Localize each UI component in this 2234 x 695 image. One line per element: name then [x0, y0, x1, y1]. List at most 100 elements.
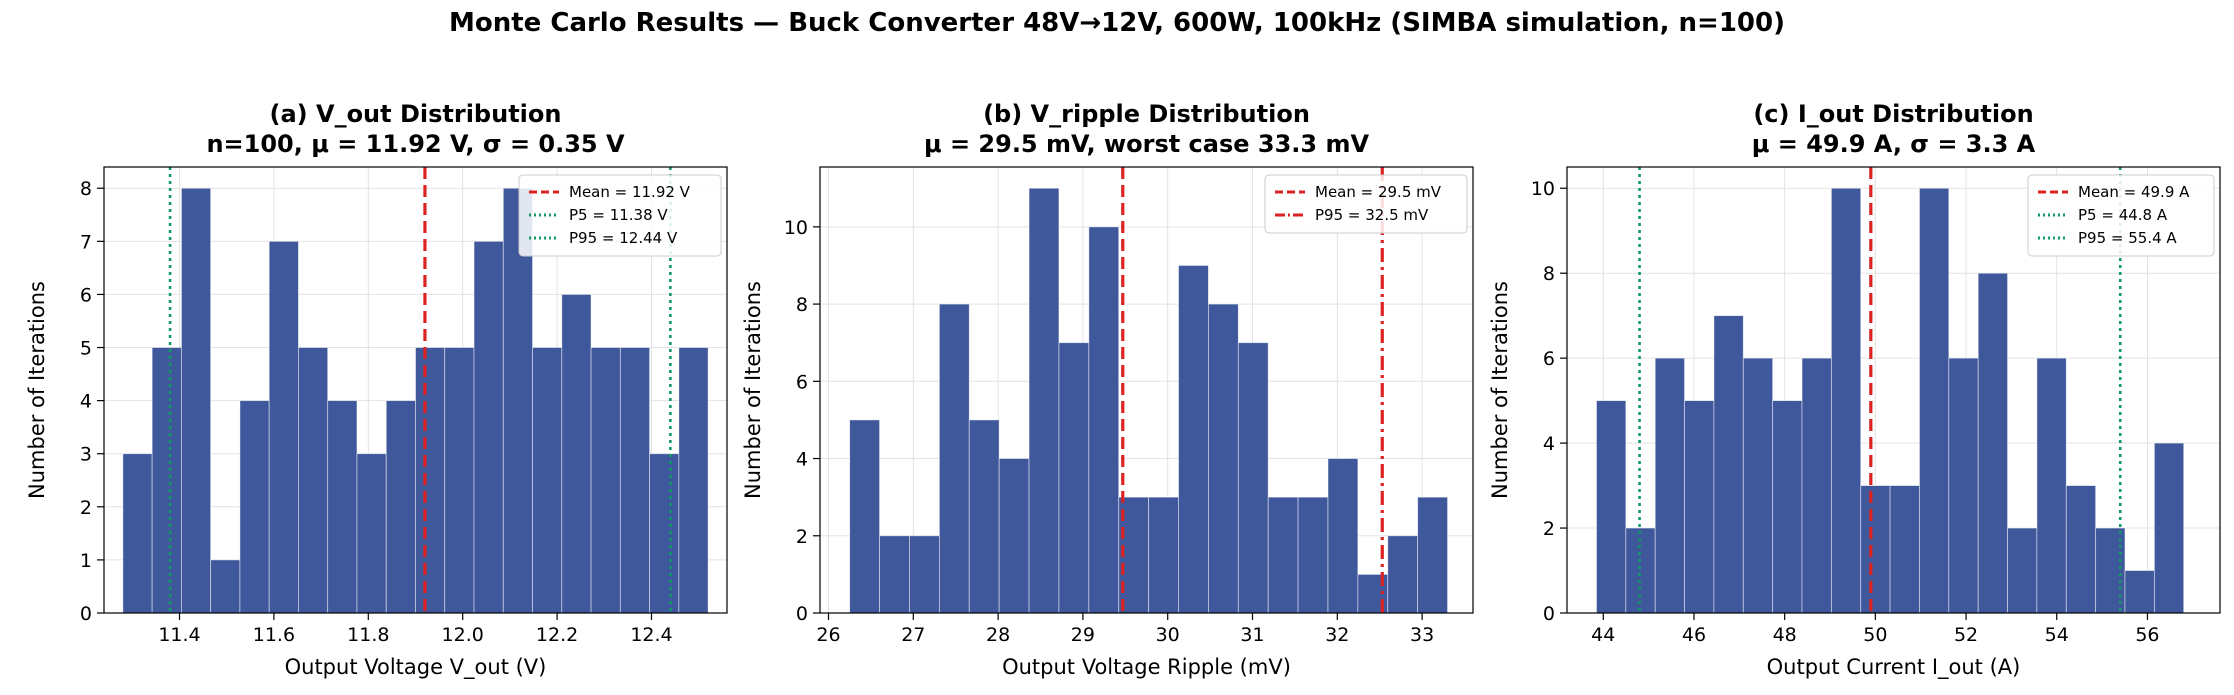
legend-box — [1264, 174, 1468, 234]
histogram-bar — [502, 187, 533, 614]
axes-frame — [1566, 166, 2221, 614]
legend-label-2: P5 = 11.38 V — [569, 206, 668, 224]
histogram-bar — [1058, 342, 1090, 614]
histogram-bar — [1860, 485, 1891, 614]
histogram-bar — [2124, 570, 2155, 614]
legend-label-3: P95 = 12.44 V — [569, 229, 678, 247]
x-tick-label: 12.2 — [536, 624, 578, 646]
histogram-bar — [1417, 496, 1448, 614]
x-tick-label: 54 — [2045, 624, 2069, 646]
histogram-bar — [1297, 496, 1329, 614]
y-tick-label: 0 — [80, 603, 92, 625]
x-tick-label: 29 — [1071, 624, 1095, 646]
histogram-bar — [1028, 187, 1060, 614]
x-axis-label: Output Current I_out (A) — [1767, 655, 2021, 680]
y-tick-label: 8 — [80, 178, 92, 200]
legend-box — [518, 174, 722, 257]
chart-panel-2: 26 27 28 29 30 31 32 33 0 2 4 6 8 10 (b) V_ripple Dist… — [741, 100, 1474, 679]
histogram-bar — [1889, 485, 1920, 614]
histogram-bar — [122, 453, 153, 614]
legend-label-2: P5 = 44.8 A — [2078, 206, 2168, 224]
x-tick-label: 48 — [1773, 624, 1797, 646]
legend-label-2: P95 = 32.5 mV — [1315, 206, 1429, 224]
y-axis-label: Number of Iterations — [25, 281, 49, 499]
x-tick-label: 52 — [1954, 624, 1978, 646]
x-tick-label: 30 — [1156, 624, 1180, 646]
y-axis-label: Number of Iterations — [741, 281, 765, 499]
x-axis-label: Output Voltage Ripple (mV) — [1002, 655, 1291, 679]
x-tick-label: 26 — [816, 624, 840, 646]
histogram-bar — [561, 294, 592, 614]
histogram-bar — [998, 458, 1030, 614]
chart-title-line1: (b) V_ripple Distribution — [983, 100, 1310, 128]
histogram-bar — [239, 400, 270, 614]
histogram-bar — [1327, 458, 1359, 614]
histogram-bar — [2153, 442, 2185, 614]
y-tick-label: 4 — [1543, 433, 1555, 455]
histogram-bar — [1772, 400, 1803, 614]
legend-box — [2027, 174, 2215, 257]
histogram-bar — [879, 535, 910, 614]
x-tick-label: 56 — [2135, 624, 2159, 646]
histogram-bar — [619, 347, 650, 614]
y-tick-label: 2 — [796, 526, 808, 548]
histogram-bar — [590, 347, 621, 614]
histogram-bar — [1684, 400, 1715, 614]
histogram-bar — [1237, 342, 1269, 614]
y-tick-label: 2 — [1543, 518, 1555, 540]
y-tick-label: 10 — [1531, 178, 1555, 200]
histogram-bar — [444, 347, 475, 614]
histogram-bar — [2007, 527, 2038, 614]
x-tick-label: 11.6 — [253, 624, 295, 646]
histogram-bar — [849, 419, 880, 614]
y-tick-label: 3 — [80, 444, 92, 466]
y-tick-label: 8 — [1543, 263, 1555, 285]
axes-frame — [103, 166, 728, 614]
histogram-bar — [2095, 527, 2126, 614]
y-tick-label: 1 — [80, 550, 92, 572]
legend: Mean = 49.9 A P5 = 44.8 A P95 = 55.4 A — [2027, 174, 2215, 257]
histogram-bar — [1801, 357, 1832, 614]
axes-frame — [819, 166, 1474, 614]
y-tick-label: 2 — [80, 497, 92, 519]
histogram-bar — [181, 187, 212, 614]
histogram-bar — [151, 347, 182, 614]
y-tick-label: 4 — [796, 449, 808, 471]
figure-suptitle: Monte Carlo Results — Buck Converter 48V… — [449, 8, 1785, 38]
y-tick-label: 8 — [796, 294, 808, 316]
histogram-bar — [649, 453, 680, 614]
histogram-bar — [532, 347, 563, 614]
histogram-bar — [1596, 400, 1627, 614]
histogram-bar — [473, 240, 504, 614]
x-tick-label: 12.4 — [630, 624, 672, 646]
histogram-bar — [1178, 265, 1209, 614]
legend-label-1: Mean = 11.92 V — [569, 183, 691, 201]
histogram-bar — [415, 347, 446, 614]
y-tick-label: 4 — [80, 391, 92, 413]
y-tick-label: 0 — [1543, 603, 1555, 625]
histogram-bar — [2036, 357, 2067, 614]
legend-label-1: Mean = 29.5 mV — [1315, 183, 1442, 201]
y-tick-label: 6 — [80, 284, 92, 306]
y-tick-label: 0 — [796, 603, 808, 625]
x-tick-label: 27 — [901, 624, 925, 646]
y-tick-label: 6 — [1543, 348, 1555, 370]
histogram-bar — [356, 453, 387, 614]
x-tick-label: 28 — [986, 624, 1010, 646]
histogram-bar — [1387, 535, 1419, 614]
chart-title-line1: (a) V_out Distribution — [270, 100, 562, 128]
histogram-bar — [1267, 496, 1299, 614]
x-tick-label: 31 — [1240, 624, 1264, 646]
x-axis-label: Output Voltage V_out (V) — [285, 655, 547, 680]
histogram-bar — [327, 400, 358, 614]
x-tick-label: 44 — [1591, 624, 1615, 646]
x-tick-label: 32 — [1325, 624, 1349, 646]
histogram-bar — [298, 347, 329, 614]
histogram-bar — [1948, 357, 1979, 614]
histogram-bar — [1654, 357, 1685, 614]
histogram-bar — [1148, 496, 1179, 614]
y-axis-label: Number of Iterations — [1488, 281, 1512, 499]
x-tick-label: 11.8 — [347, 624, 389, 646]
